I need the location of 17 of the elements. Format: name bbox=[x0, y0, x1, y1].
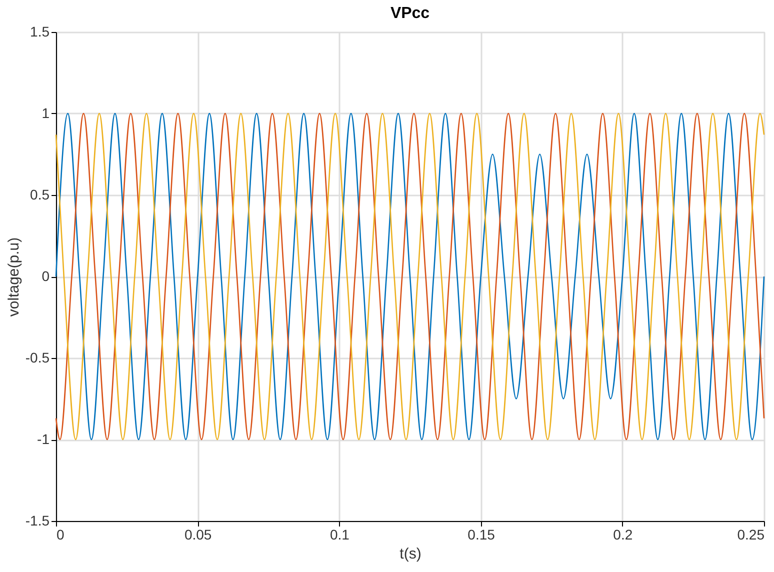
x-tick-label: 0 bbox=[56, 526, 64, 542]
y-tick-label: -0.5 bbox=[25, 350, 50, 366]
x-tick-label: 0.25 bbox=[737, 526, 765, 542]
chart-title: VPcc bbox=[390, 5, 430, 22]
x-axis-title: t(s) bbox=[400, 546, 422, 562]
y-tick-label: 0.5 bbox=[30, 186, 50, 202]
y-tick-label: 0 bbox=[42, 268, 50, 284]
x-tick-label: 0.05 bbox=[184, 526, 212, 542]
x-tick-label: 0.2 bbox=[613, 526, 633, 542]
y-tick-label: -1 bbox=[37, 431, 50, 447]
y-tick-label: -1.5 bbox=[25, 512, 50, 528]
y-axis-title: voltage(p.u) bbox=[5, 237, 22, 317]
line-series bbox=[55, 112, 765, 440]
y-tick-label: 1.5 bbox=[30, 24, 50, 40]
y-tick-label: 1 bbox=[42, 105, 50, 121]
x-tick-label: 0.15 bbox=[468, 526, 496, 542]
x-tick-label: 0.1 bbox=[330, 526, 350, 542]
